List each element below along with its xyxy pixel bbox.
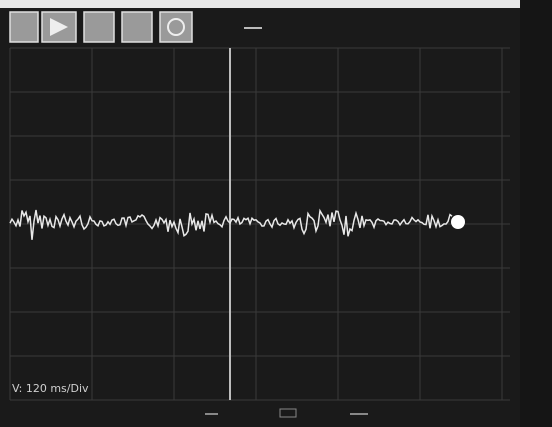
scale-label: V: 120 ms/Div [12,382,89,395]
tool-button[interactable] [122,12,152,42]
right-margin [520,0,552,427]
tool-button[interactable] [84,12,114,42]
trace-end-marker [451,215,465,229]
screen-background [0,0,552,427]
top-border [0,0,552,8]
tool-button[interactable] [160,12,192,42]
toolbar [10,12,192,42]
tool-button[interactable] [10,12,38,42]
page: {"status": {"scale_label": "V: 120 ms/Di… [0,0,552,427]
oscilloscope-screen: V: 120 ms/Div [0,0,552,427]
